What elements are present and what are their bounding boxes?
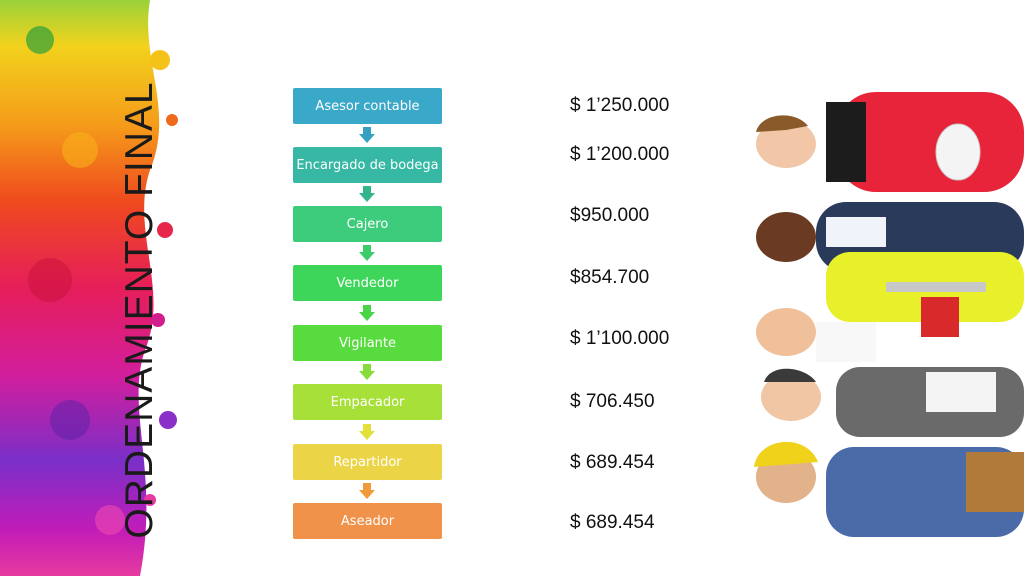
- salary-value: $ 689.454: [570, 452, 655, 473]
- arrow-down-icon: [359, 245, 375, 261]
- flow-step: Asesor contable: [293, 88, 442, 124]
- salary-value: $ 689.454: [570, 512, 655, 533]
- flow-step: Aseador: [293, 503, 442, 539]
- arrow-down-icon: [359, 364, 375, 380]
- salary-value: $ 706.450: [570, 391, 655, 412]
- salary-value: $ 1’200.000: [570, 144, 670, 165]
- workers-photo: [746, 82, 1024, 542]
- flow-step: Empacador: [293, 384, 442, 420]
- flow-step: Cajero: [293, 206, 442, 242]
- flow-step: Encargado de bodega: [293, 147, 442, 183]
- flow-step: Repartidor: [293, 444, 442, 480]
- slide-title: ORDENAMIENTO FINAL: [118, 81, 161, 539]
- paint-splash-decoration: [0, 0, 190, 576]
- flow-step: Vigilante: [293, 325, 442, 361]
- salary-value: $854.700: [570, 267, 650, 288]
- salary-value: $ 1’100.000: [570, 328, 670, 349]
- salary-value: $ 1’250.000: [570, 95, 670, 116]
- arrow-down-icon: [359, 483, 375, 499]
- arrow-down-icon: [359, 424, 375, 440]
- arrow-down-icon: [359, 305, 375, 321]
- arrow-down-icon: [359, 186, 375, 202]
- salary-value: $950.000: [570, 205, 650, 226]
- flow-step: Vendedor: [293, 265, 442, 301]
- arrow-down-icon: [359, 127, 375, 143]
